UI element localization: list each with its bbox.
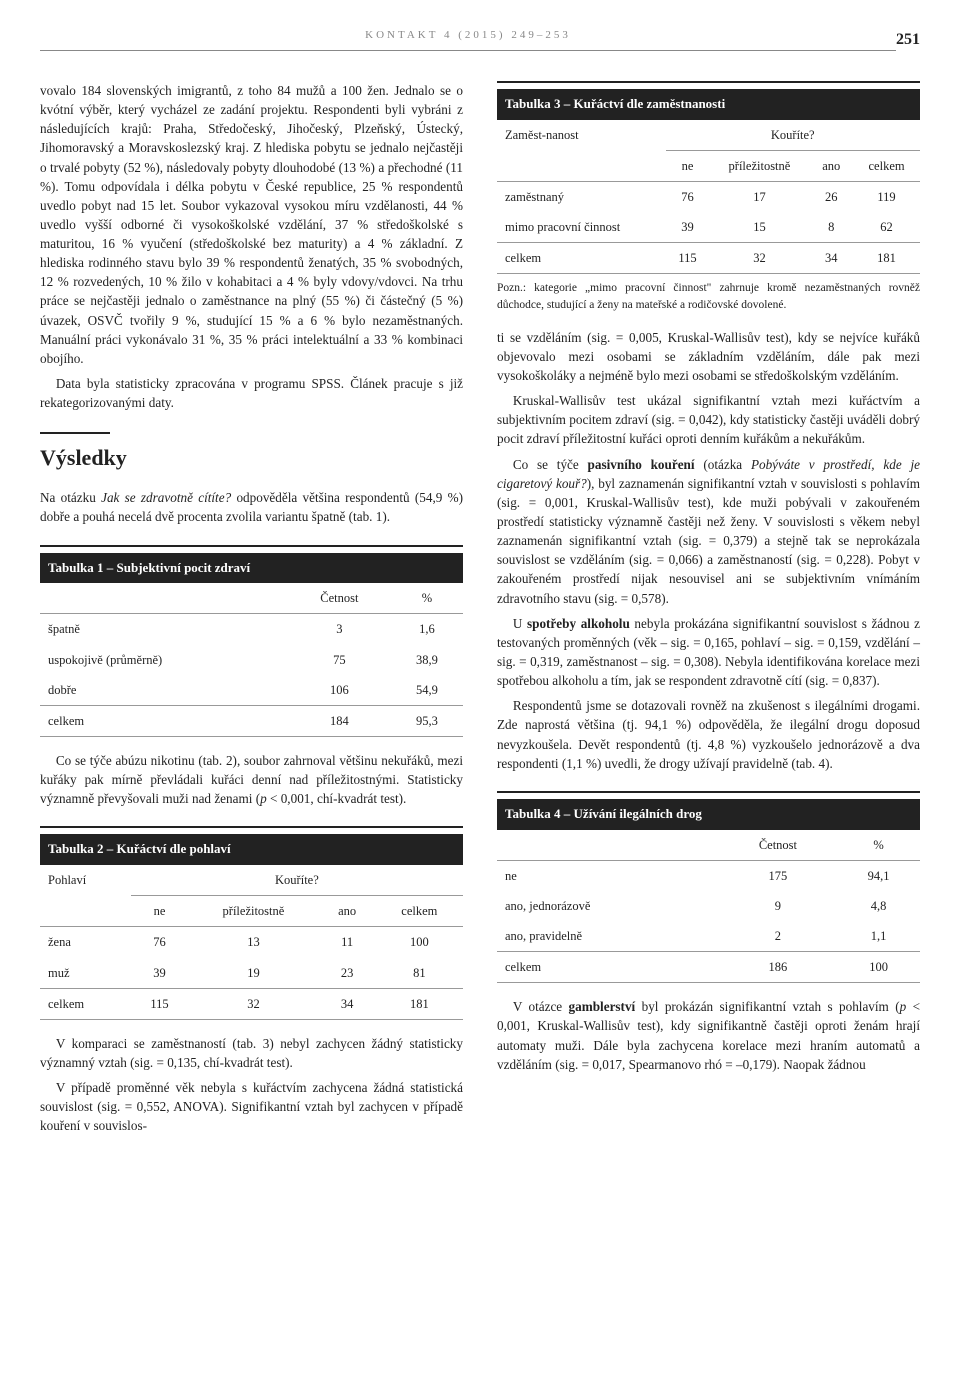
table-4-title: Tabulka 4 – Užívání ilegálních drog: [497, 799, 920, 830]
para-education: ti se vzděláním (sig. = 0,005, Kruskal-W…: [497, 328, 920, 385]
right-column: Tabulka 3 – Kuřáctví dle zaměstnanosti Z…: [497, 81, 920, 1142]
para-gambling: V otázce gamblerství byl prokázán signif…: [497, 997, 920, 1074]
table-rule: [497, 791, 920, 793]
table-1: Tabulka 1 – Subjektivní pocit zdraví Čet…: [40, 545, 463, 737]
table-4-body: Četnost% ne17594,1 ano, jednorázově94,8 …: [497, 830, 920, 984]
table-rule: [40, 826, 463, 828]
section-rule: [40, 432, 110, 434]
table-2: Tabulka 2 – Kuřáctví dle pohlaví Pohlaví…: [40, 826, 463, 1019]
page-number: 251: [896, 28, 920, 51]
left-column: vovalo 184 slovenských imigrantů, z toho…: [40, 81, 463, 1142]
table-3-body: Zaměst-nanostKouříte? nepříležitostněano…: [497, 120, 920, 275]
para-age: V případě proměnné věk nebyla s kuřáctví…: [40, 1078, 463, 1135]
para-kw-test: Kruskal-Wallisův test ukázal signifikant…: [497, 391, 920, 448]
section-heading-results: Výsledky: [40, 442, 463, 474]
table-4: Tabulka 4 – Užívání ilegálních drog Četn…: [497, 791, 920, 983]
para-nicotine: Co se týče abúzu nikotinu (tab. 2), soub…: [40, 751, 463, 808]
table-1-body: Četnost% špatně31,6 uspokojivě (průměrně…: [40, 583, 463, 737]
table-3-title: Tabulka 3 – Kuřáctví dle zaměstnanosti: [497, 89, 920, 120]
table-2-title: Tabulka 2 – Kuřáctví dle pohlaví: [40, 834, 463, 865]
table-rule: [40, 545, 463, 547]
table-3: Tabulka 3 – Kuřáctví dle zaměstnanosti Z…: [497, 81, 920, 314]
journal-title: KONTAKT 4 (2015) 249–253: [365, 29, 571, 41]
table-2-body: PohlavíKouříte? nepříležitostněanocelkem…: [40, 865, 463, 1020]
two-column-layout: vovalo 184 slovenských imigrantů, z toho…: [40, 81, 920, 1142]
running-head: KONTAKT 4 (2015) 249–253 251: [40, 28, 920, 44]
para-intro: vovalo 184 slovenských imigrantů, z toho…: [40, 81, 463, 368]
header-rule: [40, 50, 896, 51]
para-methods: Data byla statisticky zpracována v progr…: [40, 374, 463, 412]
table-3-note: Pozn.: kategorie „mimo pracovní činnost"…: [497, 280, 920, 313]
para-comparison: V komparaci se zaměstnaností (tab. 3) ne…: [40, 1034, 463, 1072]
para-q1: Na otázku Jak se zdravotně cítíte? odpov…: [40, 488, 463, 526]
para-alcohol: U spotřeby alkoholu nebyla prokázána sig…: [497, 614, 920, 691]
para-drugs: Respondentů jsme se dotazovali rovněž na…: [497, 696, 920, 773]
table-rule: [497, 81, 920, 83]
table-1-title: Tabulka 1 – Subjektivní pocit zdraví: [40, 553, 463, 584]
para-passive-smoking: Co se týče pasivního kouření (otázka Pob…: [497, 455, 920, 608]
